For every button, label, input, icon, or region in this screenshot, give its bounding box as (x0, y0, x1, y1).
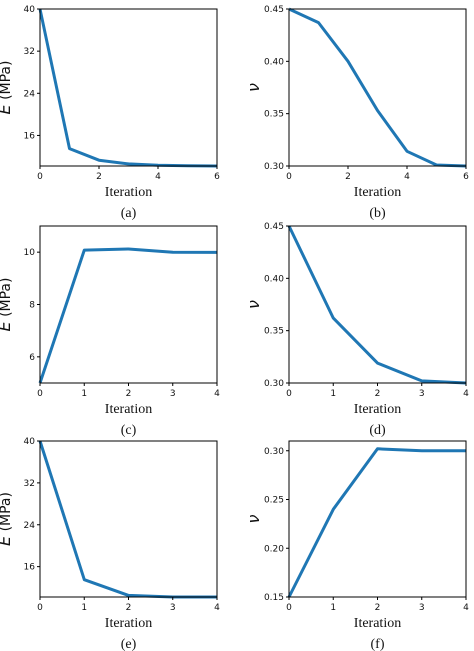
y-tick-label: 24 (24, 89, 36, 99)
y-tick-label: 32 (24, 47, 35, 57)
y-tick-label: 0.30 (264, 447, 284, 457)
x-tick-label: 2 (126, 389, 132, 399)
x-tick-label: 1 (81, 389, 87, 399)
x-axis-label: Iteration (354, 616, 401, 631)
plot-frame (39, 8, 218, 167)
y-axis-symbol: ν (244, 514, 263, 523)
panel-caption: (a) (121, 206, 137, 221)
y-tick-label: 40 (24, 437, 36, 447)
x-tick-label: 3 (419, 389, 425, 399)
y-tick-label: 6 (29, 353, 35, 363)
y-axis-unit: (MPa) (0, 278, 14, 322)
y-axis-label: E (MPa) (0, 61, 14, 115)
x-axis-label: Iteration (354, 402, 401, 417)
plot-frame (39, 225, 218, 384)
x-axis-label: Iteration (105, 616, 152, 631)
panel-caption: (e) (121, 637, 137, 651)
y-tick-label: 0.35 (264, 327, 284, 337)
y-axis-unit: (MPa) (0, 492, 14, 536)
x-tick-label: 1 (330, 603, 336, 613)
series-line (287, 225, 467, 385)
y-tick-label: 0.30 (264, 162, 284, 172)
y-tick-label: 40 (24, 5, 36, 15)
x-tick-label: 3 (170, 603, 176, 613)
x-tick-label: 4 (214, 389, 220, 399)
y-axis-label: E (MPa) (0, 492, 14, 546)
x-tick-label: 0 (37, 172, 43, 182)
y-tick-label: 0.40 (264, 274, 284, 284)
x-tick-label: 0 (37, 389, 43, 399)
y-tick-label: 0.40 (264, 57, 284, 67)
series-line (38, 247, 218, 384)
y-tick-label: 8 (29, 301, 35, 311)
y-tick-label: 0.15 (264, 593, 284, 603)
panel-e: 0 1 2 3 4 16 24 32 40 Iteration E (MPa) (e) (0, 437, 220, 651)
x-tick-label: 4 (463, 603, 469, 613)
y-tick-label: 0.45 (264, 222, 284, 232)
y-axis-label: ν (244, 300, 263, 309)
x-tick-label: 1 (81, 603, 87, 613)
panel-b: 0 2 4 6 0.30 0.35 0.40 0.45 Iteration ν (b) (244, 5, 469, 221)
series-line (38, 8, 218, 168)
y-tick-label: 32 (24, 479, 35, 489)
plot-frame (288, 8, 467, 167)
x-tick-label: 0 (286, 172, 292, 182)
y-axis-symbol: E (0, 535, 14, 546)
y-tick-label: 0.30 (264, 379, 284, 389)
x-tick-label: 4 (404, 172, 410, 182)
x-tick-label: 2 (345, 172, 351, 182)
panel-c: 0 1 2 3 4 6 8 10 Iteration E (MPa) (c) (0, 225, 220, 438)
panel-d: 0 1 2 3 4 0.30 0.35 0.40 0.45 Iteration ν (d) (244, 222, 469, 438)
x-tick-label: 2 (375, 389, 381, 399)
y-axis-label: ν (244, 83, 263, 92)
y-tick-label: 0.25 (264, 496, 284, 506)
y-tick-label: 0.35 (264, 110, 284, 120)
y-axis-symbol: E (0, 103, 14, 114)
x-tick-label: 0 (286, 603, 292, 613)
y-tick-label: 16 (24, 131, 36, 141)
x-tick-label: 0 (286, 389, 292, 399)
panel-caption: (b) (369, 206, 386, 221)
x-axis-label: Iteration (354, 185, 401, 200)
series-line (288, 7, 467, 168)
x-axis-label: Iteration (105, 185, 152, 200)
panel-a: 024616243240IterationE (MPa)(a) (0, 5, 220, 221)
plot-frame (288, 440, 467, 598)
x-tick-label: 4 (214, 603, 220, 613)
panel-caption: (f) (371, 637, 385, 651)
series-line (38, 440, 217, 599)
y-axis-unit: (MPa) (0, 61, 14, 105)
y-axis-label: ν (244, 514, 263, 523)
x-tick-label: 2 (126, 603, 132, 613)
x-tick-label: 4 (463, 389, 469, 399)
x-tick-label: 2 (96, 172, 102, 182)
y-axis-symbol: ν (244, 83, 263, 92)
x-axis-label: Iteration (105, 402, 152, 417)
panel-caption: (d) (369, 423, 386, 438)
x-tick-label: 2 (375, 603, 381, 613)
x-tick-label: 1 (330, 389, 336, 399)
x-tick-label: 3 (419, 603, 425, 613)
series-line (287, 447, 466, 598)
y-tick-label: 24 (24, 521, 36, 531)
y-tick-label: 0.20 (264, 544, 284, 554)
x-tick-label: 0 (37, 603, 43, 613)
plot-frame (39, 440, 218, 598)
y-tick-label: 10 (24, 248, 36, 258)
x-tick-label: 6 (214, 172, 220, 182)
x-tick-label: 4 (155, 172, 161, 182)
x-tick-label: 6 (463, 172, 469, 182)
y-tick-label: 16 (24, 563, 36, 573)
panel-f: 0 1 2 3 4 0.15 0.20 0.25 0.30 Iteration ν (f) (244, 440, 469, 651)
y-tick-label: 0.45 (264, 5, 284, 15)
x-tick-label: 3 (170, 389, 176, 399)
y-axis-symbol: ν (244, 300, 263, 309)
plot-frame (288, 225, 467, 384)
y-axis-label: E (MPa) (0, 278, 14, 332)
y-axis-symbol: E (0, 320, 14, 331)
panel-caption: (c) (121, 423, 137, 438)
